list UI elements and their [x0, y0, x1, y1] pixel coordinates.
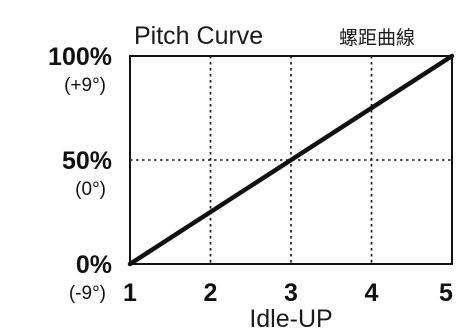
- x-tick-label: 5: [439, 279, 453, 307]
- series-layer: [127, 53, 455, 267]
- plot-frame: [129, 55, 453, 265]
- x-axis-label: Idle-UP: [249, 305, 332, 333]
- series-line-0: [127, 53, 455, 267]
- y-tick-sublabel: (0°): [75, 179, 106, 200]
- y-tick-label: 0%: [76, 251, 112, 279]
- y-tick-sublabel: (+9°): [64, 75, 106, 96]
- x-tick-label: 4: [365, 279, 379, 307]
- y-tick-sublabel: (-9°): [69, 283, 106, 304]
- y-tick-label: 50%: [62, 147, 112, 175]
- y-tick-label: 100%: [48, 43, 112, 71]
- x-tick-label: 3: [284, 279, 298, 307]
- chart-title: Pitch Curve: [134, 22, 263, 50]
- x-tick-labels: 1 2 3 4 5: [123, 279, 453, 307]
- x-tick-label: 2: [204, 279, 218, 307]
- x-tick-label: 1: [123, 279, 137, 307]
- chart-title-chinese: 螺距曲線: [339, 27, 415, 49]
- y-tick-labels: 100% (+9°) 50% (0°) 0% (-9°): [48, 43, 112, 304]
